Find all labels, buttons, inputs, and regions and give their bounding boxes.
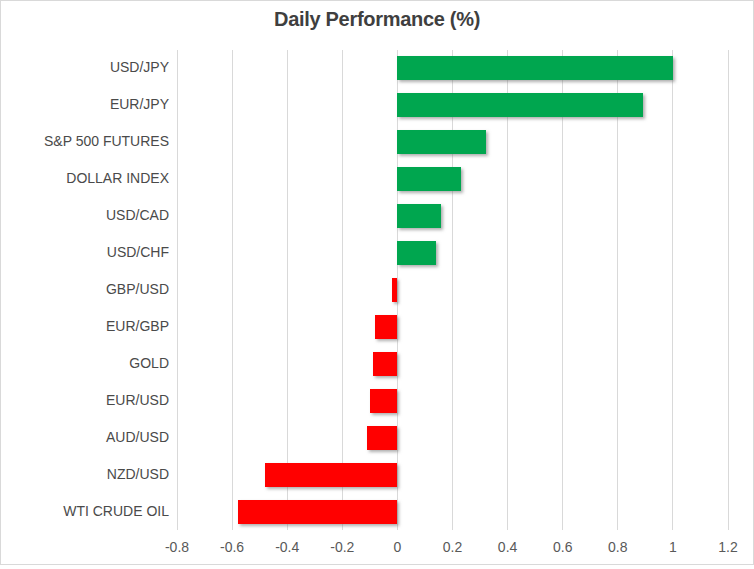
gridline-x-0.8 [617,50,618,530]
gridline-x--0.8 [177,50,178,530]
value-axis: -0.8-0.6-0.4-0.200.20.40.60.811.2 [0,539,754,559]
x-tick-label-0: 0 [367,539,427,555]
bar-eur-gbp [375,315,397,339]
x-tick-label-0.2: 0.2 [423,539,483,555]
x-tick-label-1: 1 [643,539,703,555]
category-label-eur-jpy: EUR/JPY [0,96,169,112]
gridline-x--0.2 [342,50,343,530]
bar-s-p-500-futures [397,130,485,154]
bar-gold [373,352,398,376]
bar-gbp-usd [392,278,398,302]
x-tick-label--0.8: -0.8 [147,539,207,555]
bar-eur-usd [370,389,398,413]
bar-usd-jpy [397,56,673,80]
category-label-s-p-500-futures: S&P 500 FUTURES [0,133,169,149]
x-tick-label-1.2: 1.2 [698,539,754,555]
bar-aud-usd [367,426,397,450]
gridline-x--0.4 [287,50,288,530]
chart-title: Daily Performance (%) [0,8,754,31]
category-label-eur-usd: EUR/USD [0,392,169,408]
x-tick-label--0.6: -0.6 [202,539,262,555]
category-label-dollar-index: DOLLAR INDEX [0,170,169,186]
x-tick-label-0.6: 0.6 [533,539,593,555]
gridline-x-1.2 [728,50,729,530]
daily-performance-chart: Daily Performance (%) USD/JPY EUR/JPY S&P … [0,0,754,569]
x-tick-label-0.8: 0.8 [588,539,648,555]
gridline-x--0.6 [232,50,233,530]
gridline-x-1 [672,50,673,530]
category-axis: USD/JPY EUR/JPY S&P 500 FUTURES DOLLAR INDE… [0,50,169,530]
x-tick-label--0.2: -0.2 [312,539,372,555]
category-label-gbp-usd: GBP/USD [0,281,169,297]
gridline-x-0.6 [562,50,563,530]
category-label-aud-usd: AUD/USD [0,429,169,445]
bar-eur-jpy [397,93,642,117]
category-label-usd-cad: USD/CAD [0,207,169,223]
bar-usd-chf [397,241,436,265]
category-label-eur-gbp: EUR/GBP [0,318,169,334]
category-label-usd-jpy: USD/JPY [0,59,169,75]
category-label-nzd-usd: NZD/USD [0,466,169,482]
category-label-wti-crude-oil: WTI CRUDE OIL [0,503,169,519]
bar-nzd-usd [265,463,397,487]
plot-area [177,50,728,530]
category-label-gold: GOLD [0,355,169,371]
x-tick-label-0.4: 0.4 [478,539,538,555]
bar-usd-cad [397,204,441,228]
gridline-x-0.2 [452,50,453,530]
category-label-usd-chf: USD/CHF [0,244,169,260]
x-tick-label--0.4: -0.4 [257,539,317,555]
gridline-x-0.4 [507,50,508,530]
bar-dollar-index [397,167,460,191]
bar-wti-crude-oil [238,500,398,524]
